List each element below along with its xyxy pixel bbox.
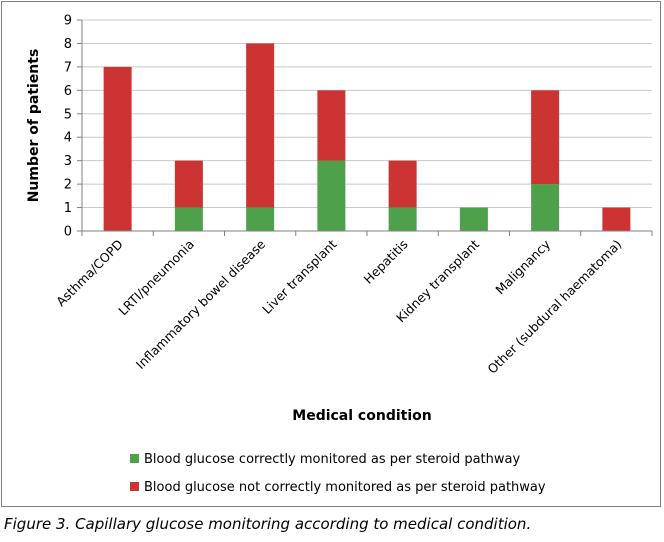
x-category-label: Asthma/COPD — [53, 237, 126, 310]
y-tick-label: 2 — [64, 178, 72, 193]
x-category-label: Hepatitis — [361, 237, 411, 287]
y-tick-label: 9 — [64, 14, 72, 29]
legend: Blood glucose correctly monitored as per… — [130, 452, 546, 495]
y-tick-label: 4 — [64, 131, 72, 146]
y-tick-label: 3 — [64, 154, 72, 169]
x-category-label: Liver transplant — [259, 236, 339, 316]
y-tick-label: 0 — [64, 225, 72, 240]
x-axis-label: Medical condition — [292, 408, 431, 424]
bar-correct-6 — [459, 207, 488, 231]
x-category-label: Malignancy — [492, 236, 553, 297]
bars — [103, 43, 631, 231]
bar-correct-3 — [246, 207, 275, 231]
y-tick-label: 7 — [64, 60, 72, 75]
figure-frame: 0 1 2 3 4 5 6 7 8 9 Asthma/COPD LRTI/pneumonia Infl… — [1, 1, 661, 507]
figure-caption: Figure 3. Capillary glucose monitoring a… — [4, 515, 532, 533]
legend-swatch — [130, 482, 139, 491]
y-tick-label: 6 — [64, 84, 72, 99]
legend-label: Blood glucose not correctly monitored as… — [144, 480, 546, 495]
bar-not-correct-3 — [246, 43, 275, 208]
x-category-label: Other (subdural haematoma) — [484, 237, 624, 377]
bar-correct-7 — [531, 184, 560, 231]
bar-correct-5 — [388, 207, 417, 231]
bar-not-correct-4 — [317, 90, 346, 161]
legend-label: Blood glucose correctly monitored as per… — [144, 452, 520, 467]
y-tick-label: 1 — [64, 201, 72, 216]
gridlines — [82, 19, 652, 209]
axes — [77, 19, 653, 236]
stacked-bar-chart: 0 1 2 3 4 5 6 7 8 9 Asthma/COPDLRTI/pneumoniaInfl… — [26, 14, 653, 495]
y-tick-label: 5 — [64, 107, 72, 122]
bar-correct-2 — [174, 207, 203, 231]
x-category-label: LRTI/pneumonia — [115, 237, 197, 319]
y-axis-label: Number of patients — [26, 49, 42, 203]
y-tick-label: 8 — [64, 37, 72, 52]
bar-not-correct-1 — [103, 66, 132, 231]
bar-not-correct-7 — [531, 90, 560, 185]
legend-swatch — [130, 454, 139, 463]
bar-not-correct-8 — [602, 207, 631, 231]
bar-not-correct-5 — [388, 160, 417, 208]
y-tick-labels: 0 1 2 3 4 5 6 7 8 9 — [64, 14, 72, 240]
x-category-label: Inflammatory bowel disease — [133, 236, 269, 372]
bar-correct-4 — [317, 160, 346, 231]
bar-not-correct-2 — [174, 160, 203, 208]
